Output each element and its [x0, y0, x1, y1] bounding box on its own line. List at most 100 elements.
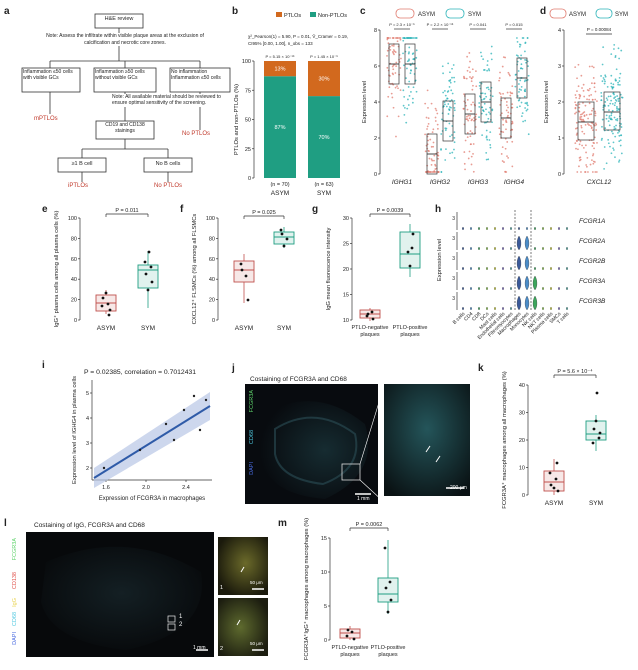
jitter-point [612, 149, 615, 151]
violin [550, 226, 552, 231]
panel-k-point [548, 471, 552, 475]
jitter-point [483, 97, 486, 100]
panel-e-point [100, 304, 104, 308]
jitter-point [481, 106, 484, 109]
jitter-point [437, 157, 440, 160]
jitter-point [526, 37, 529, 39]
jitter-point [391, 50, 394, 53]
panel-k-category-label: ASYM [545, 500, 563, 507]
violin [558, 286, 560, 291]
violin [478, 246, 480, 251]
jitter-point [426, 125, 429, 128]
jitter-point [391, 65, 394, 68]
violin-gene-label-FCGR3B: FCGR3B [579, 298, 606, 305]
panel-f-pvalue: P = 0.025 [252, 210, 276, 216]
panel-f-point [279, 228, 283, 232]
jitter-point [515, 73, 517, 76]
scale-bar-l-main: 1 mm [193, 645, 206, 651]
violin [542, 246, 544, 251]
pvalue-cxcl12: P = 0.00084 [587, 27, 612, 32]
panel-e-point [146, 288, 150, 292]
jitter-point [504, 97, 506, 100]
jitter-point [391, 44, 394, 47]
jitter-point [466, 108, 469, 111]
jitter-point [601, 63, 604, 66]
jitter-point [469, 135, 472, 138]
panel-f-category-label: ASYM [235, 325, 253, 332]
jitter-point [437, 151, 439, 154]
jitter-point [470, 155, 473, 158]
panel-g-y-tick-label: 20 [343, 267, 349, 273]
jitter-point [610, 114, 613, 117]
jitter-point [499, 93, 502, 95]
jitter-point [590, 82, 593, 85]
jitter-point [434, 116, 437, 119]
violin [526, 226, 528, 231]
chart-e: 0 20 40 60 80 100 IgG⁺ plasma cells among all … [53, 208, 159, 332]
jitter-point [514, 85, 517, 88]
celltype-label: DCs [479, 311, 490, 322]
panel-i-y-tick-label: 3 [86, 441, 89, 447]
panel-k-category-label: SYM [589, 500, 603, 507]
jitter-point [443, 101, 446, 104]
violin [550, 306, 552, 311]
jitter-point [507, 106, 509, 109]
jitter-point [472, 152, 474, 155]
jitter-point [610, 118, 613, 121]
panel-k-y-label: FCGR3A⁺ macrophages among all macrophage… [501, 371, 508, 508]
jitter-point [448, 109, 451, 111]
panel-label-m: m [278, 518, 287, 529]
violin [470, 266, 472, 271]
jitter-point [574, 112, 576, 115]
panel-i-x-tick-label: 2.0 [142, 485, 150, 491]
inset-2-label: 2 [220, 646, 224, 652]
jitter-point [427, 170, 430, 173]
jitter-point [446, 91, 449, 93]
jitter-point [609, 145, 611, 148]
panel-f-point [285, 237, 289, 241]
panel-h-y-label: Expression level [437, 239, 443, 281]
panel-e-point [147, 250, 151, 254]
violin [510, 286, 512, 291]
jitter-point [514, 78, 517, 81]
jitter-point [507, 111, 510, 114]
panel-k-pvalue: P = 5.6 × 10⁻⁴ [557, 368, 593, 375]
jitter-point [574, 94, 577, 96]
scatter-point [138, 448, 142, 452]
jitter-point [505, 128, 507, 131]
jitter-point [445, 127, 448, 130]
jitter-point [618, 134, 621, 137]
jitter-point [507, 157, 510, 159]
jitter-point [594, 122, 597, 125]
jitter-point [486, 60, 489, 62]
jitter-point [427, 149, 430, 152]
jitter-point [410, 69, 412, 71]
jitter-point [444, 103, 446, 106]
jitter-point [424, 150, 427, 153]
violin [502, 246, 504, 251]
jitter-point [396, 40, 399, 43]
jitter-point [580, 74, 583, 77]
jitter-point [396, 37, 399, 39]
jitter-point [591, 109, 593, 112]
jitter-point [465, 77, 468, 80]
jitter-point [429, 138, 432, 141]
panel-m-point [388, 580, 392, 584]
jitter-point [588, 113, 591, 116]
jitter-point [471, 88, 474, 91]
violin [486, 266, 488, 271]
violin [470, 286, 472, 291]
bar-n-label: (n = 63) [314, 182, 333, 188]
panel-m-y-tick-label: 5 [324, 604, 327, 610]
jitter-point [409, 72, 412, 75]
jitter-point [451, 67, 453, 70]
jitter-point [524, 41, 527, 44]
jitter-point [430, 102, 433, 105]
jitter-point [449, 81, 452, 84]
jitter-point [437, 171, 440, 173]
scale-bar-l-inset-1: 50 μm [250, 580, 263, 585]
jitter-point [607, 138, 610, 141]
jitter-point [468, 117, 471, 120]
jitter-point [582, 102, 584, 104]
jitter-point [600, 91, 603, 94]
